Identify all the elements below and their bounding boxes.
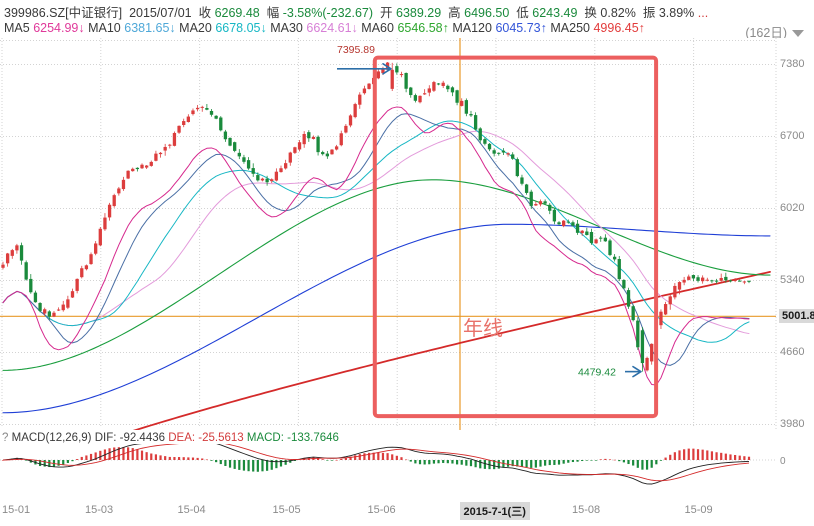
svg-text:7395.89: 7395.89 (337, 44, 375, 56)
svg-text:0: 0 (780, 456, 786, 467)
svg-text:年线: 年线 (463, 317, 503, 340)
svg-text:4479.42: 4479.42 (578, 367, 616, 379)
